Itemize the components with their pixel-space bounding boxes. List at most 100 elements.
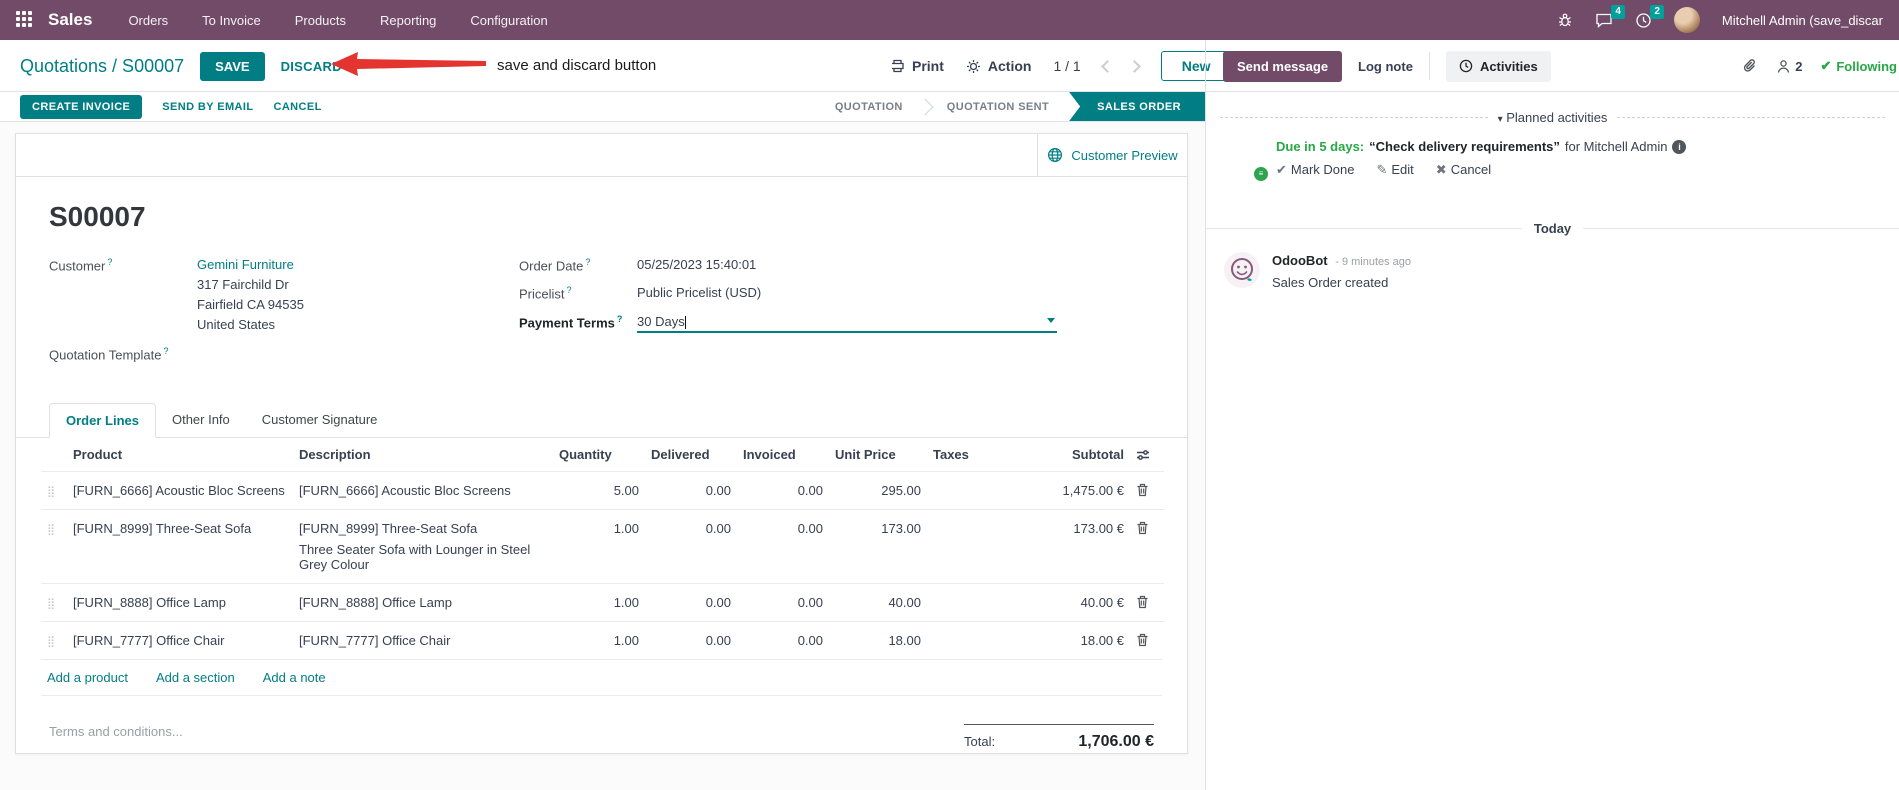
create-invoice-button[interactable]: CREATE INVOICE xyxy=(20,94,143,119)
activity-avatar: ≡ xyxy=(1224,139,1270,183)
activities-button[interactable]: Activities xyxy=(1445,50,1551,82)
gear-icon xyxy=(966,59,980,73)
new-button[interactable]: New xyxy=(1160,51,1232,81)
order-line-row[interactable]: ⣿ [FURN_7777] Office Chair [FURN_7777] O… xyxy=(41,621,1164,660)
planned-activities-header[interactable]: ▾ Planned activities xyxy=(1220,110,1886,125)
message-author[interactable]: OdooBot xyxy=(1272,253,1328,268)
drag-handle-icon[interactable]: ⣿ xyxy=(47,524,56,537)
edit-activity-button[interactable]: ✎ Edit xyxy=(1376,162,1414,177)
annotation-text: save and discard button xyxy=(497,57,657,74)
activity-clock-icon[interactable]: 2 xyxy=(1635,4,1664,29)
form-sheet: Customer Preview S00007 Customer? Gemini… xyxy=(15,133,1188,754)
pager-arrows xyxy=(1100,59,1141,73)
pager-count: 1 / 1 xyxy=(1053,58,1081,74)
stage-sales-order-active[interactable]: SALES ORDER xyxy=(1069,92,1205,121)
activities-badge: 2 xyxy=(1650,4,1664,19)
add-product-link[interactable]: Add a product xyxy=(47,670,128,686)
order-date-value[interactable]: 05/25/2023 15:40:01 xyxy=(637,257,757,272)
activity-assignee: for Mitchell Admin xyxy=(1564,139,1668,154)
order-line-row[interactable]: ⣿ [FURN_6666] Acoustic Bloc Screens [FUR… xyxy=(41,471,1164,510)
apps-grid-icon[interactable] xyxy=(16,11,34,29)
pager-next-icon[interactable] xyxy=(1127,59,1141,73)
customer-link[interactable]: Gemini Furniture xyxy=(197,257,294,272)
breadcrumb[interactable]: Quotations / S00007 xyxy=(20,55,185,76)
delete-line-icon[interactable] xyxy=(1136,483,1158,497)
document-controls: Print Action 1 / 1 New xyxy=(890,40,1232,92)
activity-due: Due in 5 days: xyxy=(1276,139,1365,154)
print-button[interactable]: Print xyxy=(890,58,944,74)
col-quantity[interactable]: Quantity xyxy=(559,447,612,463)
mark-done-button[interactable]: ✔ Mark Done xyxy=(1276,162,1355,177)
following-button[interactable]: ✔ Following xyxy=(1820,58,1897,74)
help-marker: ? xyxy=(566,285,572,296)
col-product[interactable]: Product xyxy=(73,447,123,463)
table-header-row: Product Description Quantity Delivered I… xyxy=(41,438,1164,472)
drag-handle-icon[interactable]: ⣿ xyxy=(47,598,56,611)
app-name[interactable]: Sales xyxy=(48,10,93,29)
payment-terms-input[interactable]: 30 Days xyxy=(637,314,1057,333)
order-line-row[interactable]: ⣿ [FURN_8999] Three-Seat Sofa [FURN_8999… xyxy=(41,509,1164,584)
menu-orders[interactable]: Orders xyxy=(128,12,169,28)
menu-configuration[interactable]: Configuration xyxy=(470,12,548,28)
cancel-activity-button[interactable]: ✖ Cancel xyxy=(1435,162,1492,177)
delete-line-icon[interactable] xyxy=(1136,595,1158,609)
panel-divider xyxy=(1205,40,1206,790)
send-message-button[interactable]: Send message xyxy=(1223,50,1343,82)
table-footer-links: Add a product Add a section Add a note xyxy=(41,659,1162,697)
fields-left-column: Customer? Gemini Furniture 317 Fairchild… xyxy=(49,257,519,374)
order-line-row[interactable]: ⣿ [FURN_8888] Office Lamp [FURN_8888] Of… xyxy=(41,583,1164,622)
chatter-message: OdooBot - 9 minutes ago Sales Order crea… xyxy=(1206,236,1899,290)
dropdown-caret-icon[interactable] xyxy=(1047,317,1055,323)
stage-quotation-sent[interactable]: QUOTATION SENT xyxy=(946,100,1050,113)
add-section-link[interactable]: Add a section xyxy=(155,670,235,686)
tab-order-lines[interactable]: Order Lines xyxy=(49,403,156,439)
info-icon[interactable]: i xyxy=(1672,139,1687,154)
user-avatar[interactable] xyxy=(1673,7,1700,33)
sheet-bottom: Terms and conditions... Total: 1,706.00 … xyxy=(16,696,1187,751)
drag-handle-icon[interactable]: ⣿ xyxy=(47,486,56,499)
today-divider: Today xyxy=(1206,221,1899,236)
menu-products[interactable]: Products xyxy=(294,12,347,28)
tab-customer-signature[interactable]: Customer Signature xyxy=(261,412,378,428)
cancel-order-button[interactable]: CANCEL xyxy=(273,100,322,113)
customer-preview-button[interactable]: Customer Preview xyxy=(1037,134,1187,176)
description-second-line: Three Seater Sofa with Lounger in Steel … xyxy=(299,542,531,573)
order-lines-table-wrap: Product Description Quantity Delivered I… xyxy=(16,438,1187,697)
save-button[interactable]: SAVE xyxy=(200,51,265,81)
stage-quotation[interactable]: QUOTATION xyxy=(834,100,903,113)
col-invoiced[interactable]: Invoiced xyxy=(743,447,796,463)
help-marker: ? xyxy=(107,257,113,267)
red-annotation-arrow xyxy=(331,52,486,76)
menu-to-invoice[interactable]: To Invoice xyxy=(202,12,261,28)
terms-placeholder[interactable]: Terms and conditions... xyxy=(49,724,183,740)
optional-columns-icon[interactable] xyxy=(1130,438,1164,472)
user-name[interactable]: Mitchell Admin (save_discar xyxy=(1721,12,1883,28)
col-description[interactable]: Description xyxy=(299,447,371,463)
debug-bug-icon[interactable] xyxy=(1557,12,1573,28)
attachment-paperclip-icon[interactable] xyxy=(1742,58,1758,75)
menu-reporting[interactable]: Reporting xyxy=(380,12,437,28)
action-button[interactable]: Action xyxy=(966,58,1031,74)
followers-button[interactable]: 2 xyxy=(1776,59,1802,74)
delete-line-icon[interactable] xyxy=(1136,521,1158,535)
control-row: Quotations / S00007 SAVE DISCARD save an… xyxy=(0,40,1899,92)
chatter-panel: ▾ Planned activities ≡ Due in 5 days: “C… xyxy=(1206,92,1899,790)
send-by-email-button[interactable]: SEND BY EMAIL xyxy=(162,100,254,113)
pricelist-value[interactable]: Public Pricelist (USD) xyxy=(637,285,762,301)
col-taxes[interactable]: Taxes xyxy=(933,447,969,463)
col-delivered[interactable]: Delivered xyxy=(651,447,710,463)
col-unit-price[interactable]: Unit Price xyxy=(835,447,896,463)
pager-prev-icon[interactable] xyxy=(1100,59,1114,73)
messages-icon[interactable]: 4 xyxy=(1595,5,1625,28)
delete-line-icon[interactable] xyxy=(1136,633,1158,647)
col-subtotal[interactable]: Subtotal xyxy=(1072,447,1124,463)
tab-other-info[interactable]: Other Info xyxy=(171,412,230,428)
drag-handle-icon[interactable]: ⣿ xyxy=(47,636,56,649)
add-note-link[interactable]: Add a note xyxy=(262,670,326,686)
vertical-separator xyxy=(1428,52,1430,80)
log-note-button[interactable]: Log note xyxy=(1358,58,1413,74)
help-marker: ? xyxy=(163,346,169,356)
discard-button[interactable]: DISCARD xyxy=(280,58,342,74)
address-line-1: 317 Fairchild Dr xyxy=(197,277,289,292)
address-line-2: Fairfield CA 94535 xyxy=(197,297,304,312)
